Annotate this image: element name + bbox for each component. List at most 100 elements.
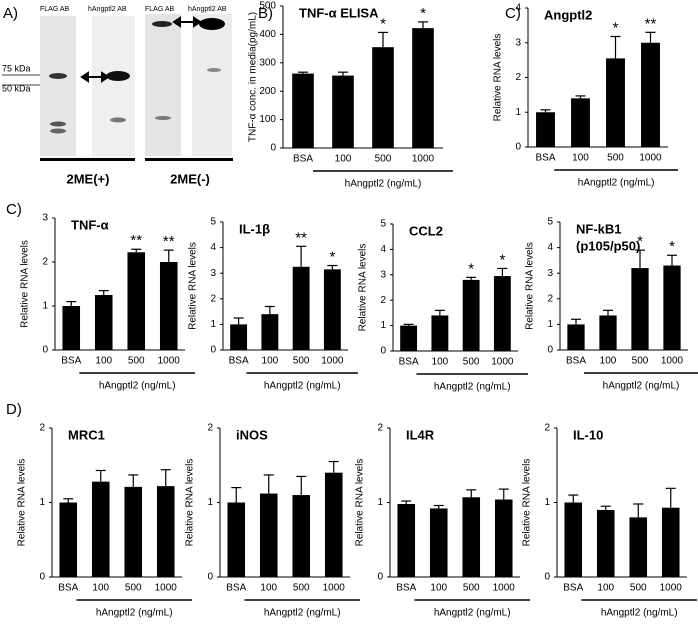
y-axis-label: Relative RNA levels [358,244,369,332]
bar [596,509,615,577]
x-axis-label: hAngptl2 (ng/mL) [434,382,511,393]
x-tick-label: 500 [125,583,142,594]
significance: * [499,251,505,268]
significance: ** [645,15,657,32]
blot-band [152,21,172,27]
bar [124,486,143,577]
bar [571,98,590,147]
bar [332,75,354,148]
y-tick-label: 1 [210,319,216,330]
blot-band [106,71,130,81]
y-tick-label: 0 [270,143,276,154]
chart-title: IL4R [406,427,435,442]
x-tick-label: BSA [563,583,583,594]
x-tick-label: 500 [293,583,310,594]
y-tick-label: 3 [515,37,521,48]
bar [292,266,310,350]
significance: * [669,238,675,255]
y-tick-label: 5 [547,217,553,228]
lane-label: hAngptl2 AB [88,6,127,13]
blot-panel: A) FLAG AB hAngptl2 AB FLAG AB hAngptl2 … [2,5,233,186]
bar [412,28,434,148]
chart-title: IL-10 [573,427,603,442]
x-tick-label: BSA [396,583,416,594]
bar [536,112,555,147]
x-tick-label: 100 [572,153,589,164]
blot-lane [145,14,181,156]
significance: ** [130,232,142,249]
y-tick-label: 1 [42,301,48,312]
y-tick-label: 1 [544,497,550,508]
blot-band [207,68,221,72]
x-tick-label: BSA [229,356,249,367]
bar [606,58,625,148]
panel-label: B) [258,5,273,22]
y-tick-label: 1 [377,497,383,508]
x-tick-label: 1000 [660,583,683,594]
x-tick-label: 500 [293,356,310,367]
y-tick-label: 0 [544,572,550,583]
x-axis-label: hAngptl2 (ng/mL) [601,608,678,619]
bar [62,306,81,350]
x-tick-label: BSA [61,356,81,367]
y-tick-label: 0 [210,345,216,356]
y-tick-label: 5 [210,217,216,228]
x-tick-label: 1000 [639,153,662,164]
bar [641,42,660,147]
y-tick-label: 5 [380,219,386,230]
y-tick-label: 3 [42,213,48,224]
x-axis-label: hAngptl2 (ng/mL) [96,608,173,619]
blot-lane [40,16,76,156]
significance: * [380,15,386,32]
y-tick-label: 0 [39,572,45,583]
x-tick-label: 500 [463,357,480,368]
significance: * [637,233,643,250]
y-axis-label: Relative RNA levels [188,242,199,330]
chart-title: Angptl2 [544,7,592,22]
condition-bar [145,158,233,161]
bar [323,269,341,350]
x-tick-label: BSA [399,357,419,368]
y-tick-label: 3 [380,269,386,280]
bar [400,325,418,351]
bar [227,502,246,577]
blot-band [49,73,67,79]
y-tick-label: 0 [207,572,213,583]
chart-title: MRC1 [68,427,105,442]
y-tick-label: 500 [259,1,276,12]
bar [564,502,583,577]
y-tick-label: 2 [42,257,48,268]
y-tick-label: 2 [515,72,521,83]
x-tick-label: BSA [535,153,555,164]
y-tick-label: 0 [380,346,386,357]
y-axis-label: TNF-α conc. in media(pg/mL) [248,12,259,142]
lane-label: hAngptl2 AB [188,6,227,13]
x-tick-label: 1000 [493,583,516,594]
significance: * [468,260,474,277]
y-tick-label: 1 [547,319,553,330]
bar [324,472,343,577]
chart-title: IL-1β [239,221,270,236]
bar [259,493,278,577]
bar [156,486,175,577]
bar [494,499,513,577]
significance: ** [163,233,175,250]
x-tick-label: 500 [128,356,145,367]
x-tick-label: 500 [375,154,392,165]
x-tick-label: BSA [58,583,78,594]
y-axis-label: Relative RNA levels [522,459,533,547]
y-tick-label: 2 [547,293,553,304]
blot-band [110,117,126,123]
x-tick-label: 1000 [321,356,344,367]
x-tick-label: 1000 [158,356,181,367]
y-tick-label: 4 [210,242,216,253]
y-tick-label: 4 [380,244,386,255]
marker-label: 75 kDa [2,63,31,73]
x-tick-label: 100 [335,154,352,165]
y-tick-label: 2 [210,293,216,304]
chart-title: CCL2 [409,223,443,238]
x-tick-label: 1000 [491,357,514,368]
x-tick-label: 500 [630,583,647,594]
y-tick-label: 300 [259,57,276,68]
